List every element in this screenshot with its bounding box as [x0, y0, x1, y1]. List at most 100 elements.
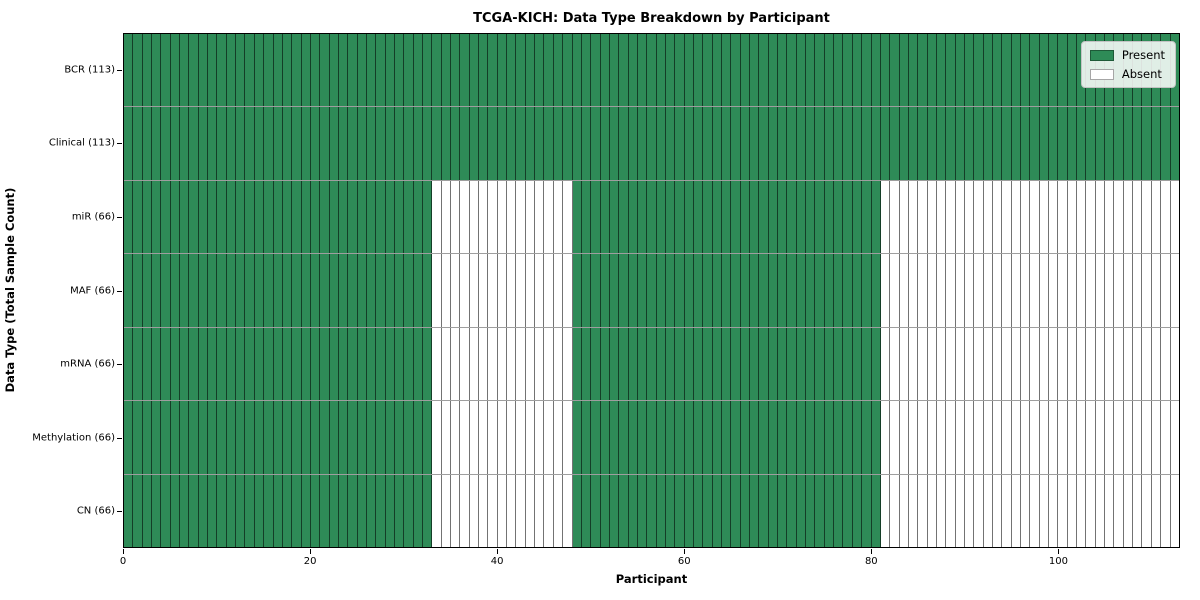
x-tick-mark	[684, 549, 686, 554]
heatmap-cell-present	[208, 401, 218, 474]
heatmap-cell-absent	[1142, 474, 1152, 547]
heatmap-cell-absent	[441, 180, 452, 254]
heatmap-cell-absent	[908, 180, 919, 254]
heatmap-cell-present	[740, 34, 751, 107]
heatmap-cell-present	[703, 180, 713, 254]
heatmap-cell-present	[946, 107, 956, 180]
heatmap-cell-present	[637, 107, 648, 180]
heatmap-cell-absent	[563, 401, 573, 474]
heatmap-cell-present	[180, 180, 190, 254]
heatmap-cell-present	[731, 180, 741, 254]
heatmap-cell-present	[479, 34, 489, 107]
heatmap-cell-present	[152, 180, 162, 254]
x-tick-mark	[310, 549, 312, 554]
heatmap-cell-present	[637, 254, 648, 327]
heatmap-cell-present	[189, 34, 199, 107]
heatmap-cell-absent	[460, 327, 470, 401]
y-tick-mark	[117, 364, 122, 366]
heatmap-cell-present	[366, 327, 377, 401]
heatmap-cell-present	[264, 327, 274, 401]
heatmap-cell-present	[133, 474, 143, 547]
heatmap-cell-absent	[1067, 254, 1078, 327]
heatmap-cell-present	[759, 254, 769, 327]
heatmap-cell-present	[778, 107, 788, 180]
heatmap-cell-present	[852, 401, 863, 474]
y-tick-mark	[117, 216, 122, 218]
heatmap-cell-absent	[1049, 327, 1059, 401]
heatmap-cell-absent	[525, 327, 536, 401]
heatmap-cell-present	[675, 180, 685, 254]
heatmap-cell-absent	[1011, 401, 1021, 474]
heatmap-cell-present	[609, 474, 620, 547]
heatmap-cell-present	[581, 180, 592, 254]
heatmap-cell-absent	[441, 254, 452, 327]
heatmap-cell-absent	[1049, 180, 1059, 254]
heatmap-cell-absent	[946, 401, 956, 474]
heatmap-cell-absent	[516, 474, 526, 547]
legend: Present Absent	[1080, 41, 1176, 88]
heatmap-cell-absent	[936, 180, 947, 254]
heatmap-cell-present	[236, 474, 246, 547]
heatmap-cell-present	[703, 474, 713, 547]
heatmap-cell-present	[348, 107, 358, 180]
heatmap-cell-present	[759, 107, 769, 180]
heatmap-cell-present	[423, 474, 433, 547]
heatmap-cell-present	[479, 107, 489, 180]
heatmap-cell-absent	[890, 327, 900, 401]
heatmap-cell-absent	[1095, 254, 1106, 327]
heatmap-cell-present	[301, 401, 311, 474]
heatmap-cell-present	[768, 34, 779, 107]
heatmap-cell-absent	[936, 327, 947, 401]
heatmap-cell-absent	[1105, 474, 1115, 547]
heatmap-cell-present	[581, 401, 592, 474]
heatmap-cell-present	[750, 401, 760, 474]
heatmap-cell-absent	[497, 254, 508, 327]
heatmap-cell-present	[189, 327, 199, 401]
heatmap-cell-absent	[983, 474, 993, 547]
heatmap-cell-present	[806, 254, 816, 327]
heatmap-cell-present	[376, 107, 386, 180]
heatmap-cell-present	[796, 254, 807, 327]
heatmap-cell-present	[161, 107, 171, 180]
heatmap-cell-absent	[992, 401, 1003, 474]
heatmap-cell-present	[357, 34, 367, 107]
heatmap-cell-present	[1067, 107, 1078, 180]
y-tick-label: Clinical (113)	[48, 137, 115, 149]
heatmap-cell-present	[656, 327, 666, 401]
heatmap-cell-present	[684, 180, 694, 254]
heatmap-cell-present	[124, 401, 134, 474]
heatmap-cell-present	[684, 107, 694, 180]
heatmap-cell-present	[236, 254, 246, 327]
heatmap-cell-present	[357, 254, 367, 327]
heatmap-cell-present	[796, 180, 807, 254]
heatmap-cell-absent	[1049, 401, 1059, 474]
heatmap-cell-present	[750, 254, 760, 327]
heatmap-cell-absent	[992, 180, 1003, 254]
heatmap-cell-present	[591, 34, 601, 107]
heatmap-cell-present	[722, 180, 732, 254]
heatmap-cell-present	[245, 107, 255, 180]
heatmap-cell-present	[310, 254, 321, 327]
heatmap-cell-absent	[469, 327, 480, 401]
heatmap-cell-absent	[1105, 401, 1115, 474]
heatmap-cell-present	[572, 474, 582, 547]
heatmap-cell-present	[273, 401, 283, 474]
heatmap-cell-present	[796, 401, 807, 474]
heatmap-cell-absent	[927, 327, 937, 401]
heatmap-cell-present	[750, 474, 760, 547]
heatmap-cell-present	[329, 327, 339, 401]
heatmap-cell-absent	[899, 401, 909, 474]
heatmap-cell-absent	[1086, 180, 1096, 254]
heatmap-cell-absent	[1021, 180, 1031, 254]
heatmap-cell-absent	[460, 401, 470, 474]
heatmap-cell-present	[843, 180, 853, 254]
heatmap-cell-present	[124, 34, 134, 107]
heatmap-cell-present	[731, 107, 741, 180]
heatmap-cell-absent	[946, 474, 956, 547]
heatmap-cell-absent	[1058, 474, 1068, 547]
heatmap-cell-absent	[974, 327, 984, 401]
heatmap-cell-present	[198, 254, 209, 327]
heatmap-cell-absent	[899, 254, 909, 327]
heatmap-cell-present	[226, 254, 237, 327]
heatmap-cell-present	[441, 34, 452, 107]
